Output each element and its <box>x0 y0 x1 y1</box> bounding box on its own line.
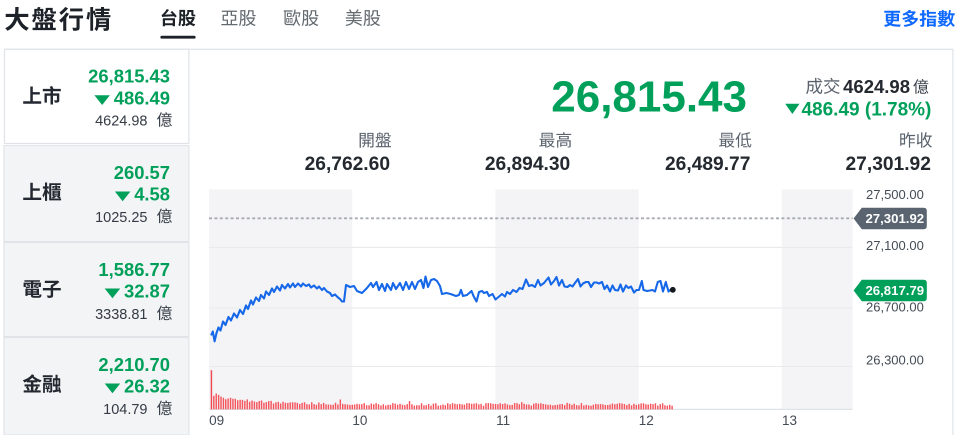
svg-text:4624.98: 4624.98 <box>843 76 910 97</box>
svg-text:27,301.92: 27,301.92 <box>865 211 924 226</box>
svg-text:11: 11 <box>496 413 510 428</box>
svg-text:27,500.00: 27,500.00 <box>866 187 924 202</box>
svg-text:1,586.77: 1,586.77 <box>98 259 170 280</box>
svg-text:486.49 (1.78%): 486.49 (1.78%) <box>801 99 931 120</box>
svg-text:09: 09 <box>209 413 224 428</box>
svg-text:27,100.00: 27,100.00 <box>866 238 924 253</box>
svg-text:260.57: 260.57 <box>114 162 170 183</box>
svg-text:104.79: 104.79 <box>103 402 147 418</box>
svg-text:2,210.70: 2,210.70 <box>98 354 170 375</box>
svg-text:26,815.43: 26,815.43 <box>88 66 170 87</box>
svg-text:27,301.92: 27,301.92 <box>846 154 931 175</box>
svg-text:4.58: 4.58 <box>134 184 170 205</box>
svg-text:12: 12 <box>639 413 654 428</box>
svg-text:13: 13 <box>782 413 797 428</box>
svg-text:26,762.60: 26,762.60 <box>305 154 390 175</box>
svg-text:26,815.43: 26,815.43 <box>551 73 747 122</box>
svg-text:26.32: 26.32 <box>124 376 170 397</box>
svg-text:1025.25: 1025.25 <box>95 210 147 226</box>
svg-text:486.49: 486.49 <box>114 87 170 108</box>
svg-text:3338.81: 3338.81 <box>95 307 147 323</box>
svg-text:4624.98: 4624.98 <box>95 114 147 130</box>
svg-text:26,300.00: 26,300.00 <box>866 353 924 368</box>
svg-text:26,817.79: 26,817.79 <box>865 283 924 298</box>
svg-text:10: 10 <box>352 413 367 428</box>
svg-text:26,489.77: 26,489.77 <box>665 154 750 175</box>
svg-text:26,894.30: 26,894.30 <box>485 154 570 175</box>
svg-text:32.87: 32.87 <box>124 281 170 302</box>
svg-text:26,700.00: 26,700.00 <box>866 300 924 315</box>
